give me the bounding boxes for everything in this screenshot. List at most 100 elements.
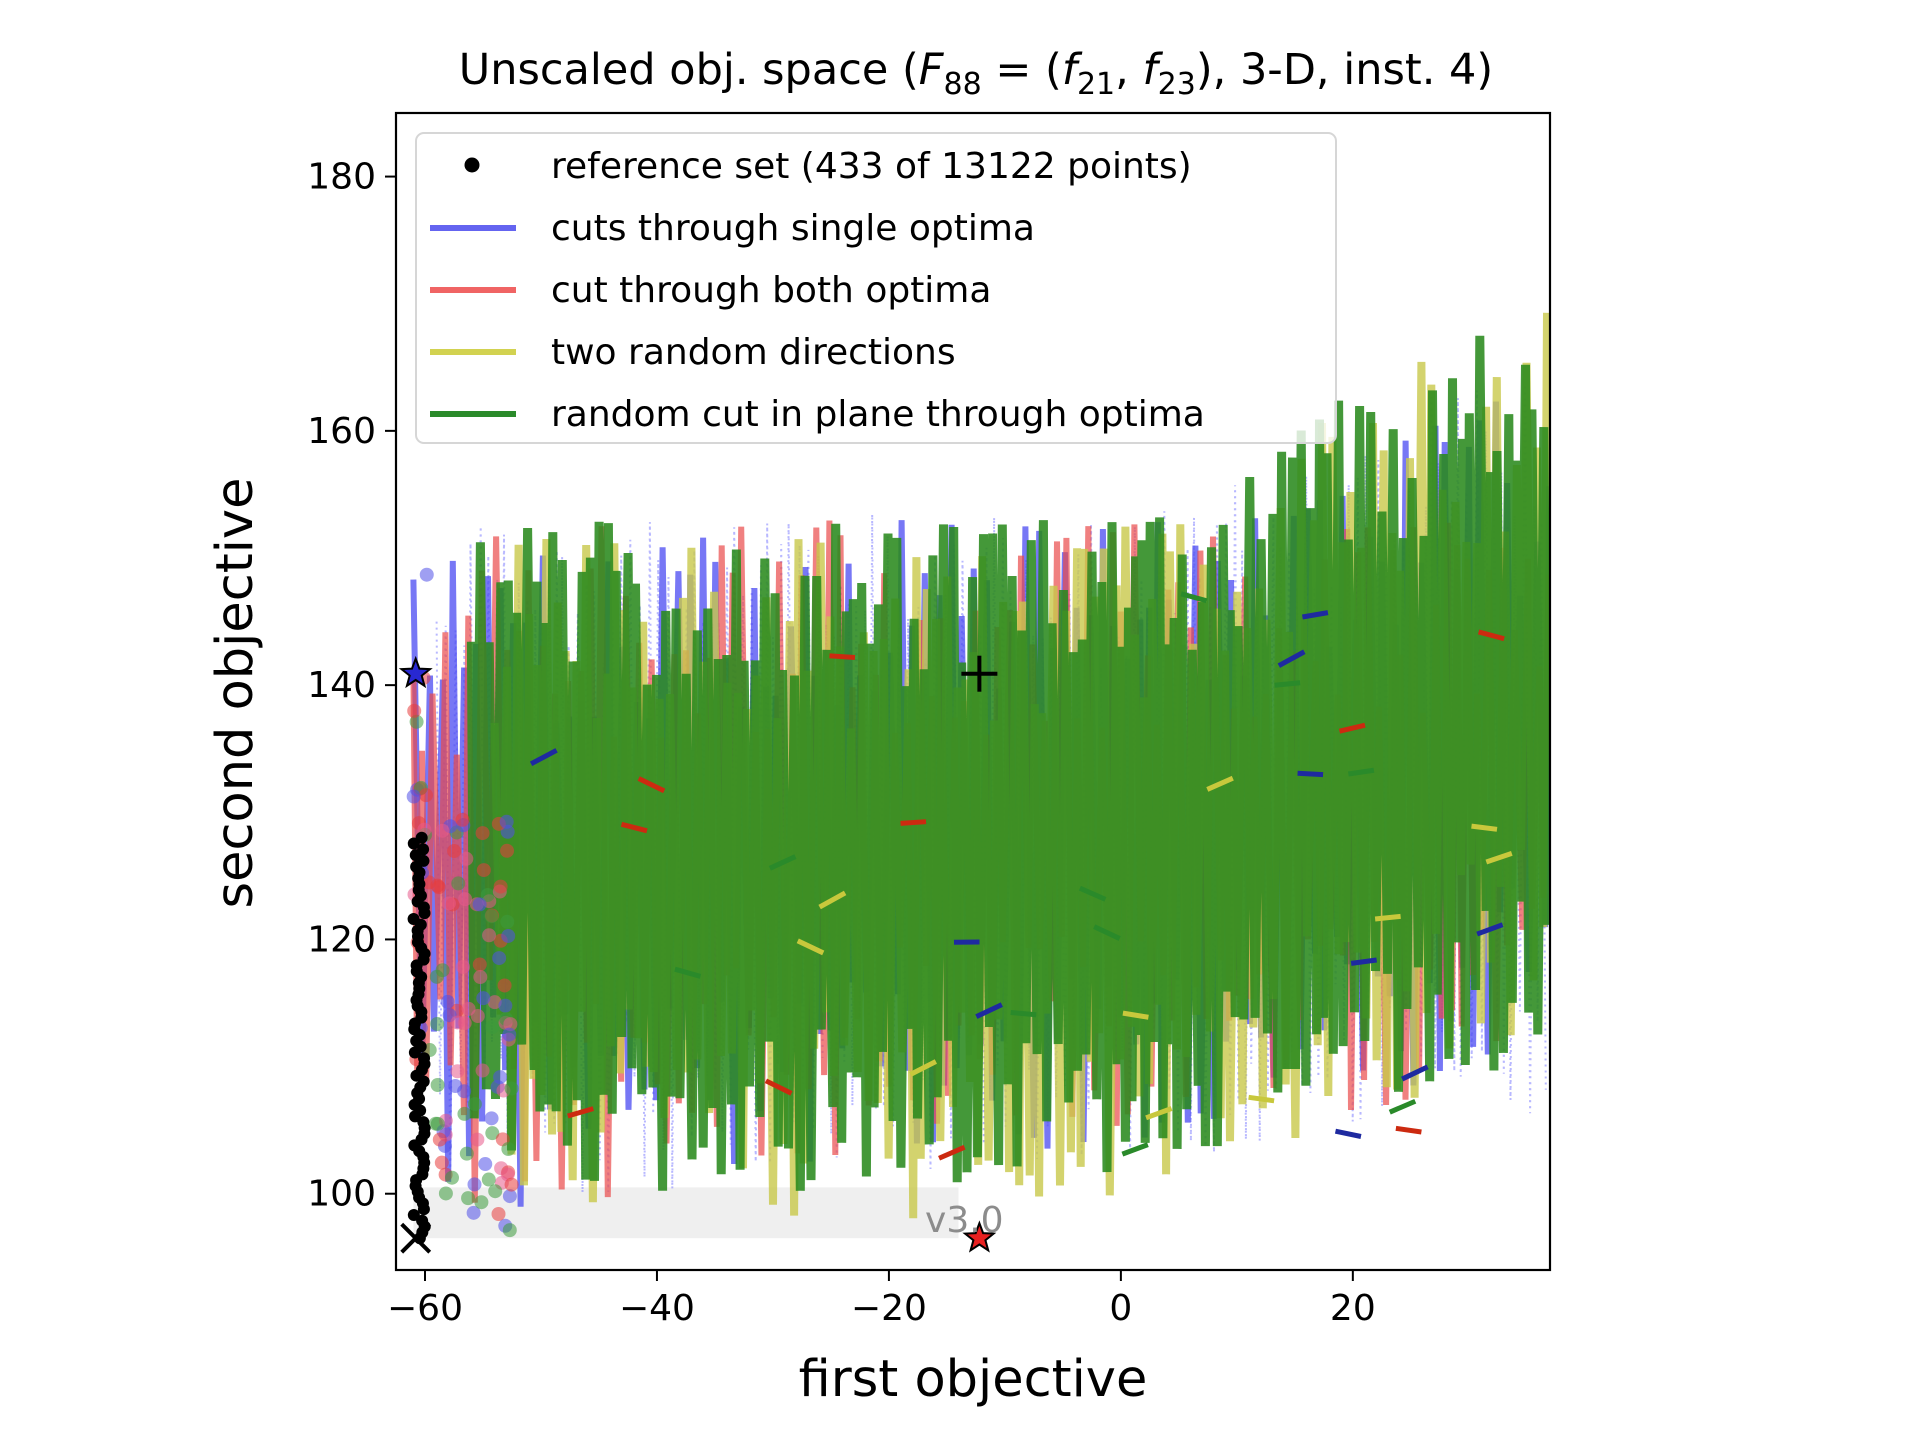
- series-random-cut: [466, 335, 1550, 1191]
- series-point: [450, 1015, 465, 1030]
- series-point: [407, 703, 422, 718]
- legend-label-reference: reference set (433 of 13122 points): [551, 146, 1192, 187]
- y-axis-label: second objective: [206, 478, 265, 909]
- series-point: [485, 1126, 500, 1141]
- direction-mark: [1388, 1098, 1417, 1115]
- series-point: [470, 1009, 485, 1024]
- direction-mark: [1010, 1009, 1037, 1018]
- reference-point: [415, 831, 428, 844]
- y-axis: 100 120 140 160 180: [307, 157, 396, 1215]
- series-point: [466, 1205, 481, 1220]
- series-point: [503, 1017, 518, 1032]
- direction-mark: [1374, 913, 1401, 922]
- direction-mark: [1145, 1106, 1173, 1121]
- series-point: [504, 1177, 519, 1192]
- legend-label-random-directions: two random directions: [551, 332, 956, 373]
- legend-box: [415, 132, 1337, 444]
- optimum-star-marker: [962, 1220, 997, 1253]
- direction-mark: [900, 819, 927, 826]
- direction-mark: [818, 890, 847, 910]
- series-point: [488, 1184, 503, 1199]
- series-point: [480, 887, 495, 902]
- series-point: [441, 896, 456, 911]
- series-point: [406, 789, 421, 804]
- legend-marker-reference: [464, 157, 480, 173]
- direction-mark: [1395, 1125, 1422, 1135]
- series-point: [467, 1177, 482, 1192]
- reference-point: [417, 1116, 430, 1129]
- direction-mark: [975, 1002, 1003, 1019]
- series-point: [502, 1027, 517, 1042]
- series-point: [455, 812, 470, 827]
- series-point: [491, 1206, 506, 1221]
- direction-mark: [1401, 1064, 1429, 1082]
- marker-layer: v3.0: [398, 655, 1004, 1254]
- series-point: [461, 1191, 476, 1206]
- direction-mark: [620, 821, 648, 834]
- x-axis: −60 −40 −20 0 20: [387, 1270, 1376, 1329]
- series-point: [484, 1111, 499, 1126]
- version-label: v3.0: [925, 1200, 1004, 1241]
- chart-title: Unscaled obj. space (F88 = (f21, f23), 3…: [459, 45, 1493, 102]
- direction-mark: [1350, 957, 1377, 966]
- series-point: [475, 1063, 490, 1078]
- reference-point: [407, 1208, 420, 1221]
- x-axis-label: first objective: [799, 1350, 1148, 1409]
- reference-point: [407, 912, 420, 925]
- series-point: [419, 567, 434, 582]
- series-point: [501, 928, 516, 943]
- series-point: [504, 1081, 519, 1096]
- series-point: [476, 991, 491, 1006]
- series-point: [456, 959, 471, 974]
- direction-mark: [1485, 851, 1513, 865]
- series-point: [492, 951, 507, 966]
- direction-mark: [768, 854, 797, 871]
- series-point: [438, 1186, 453, 1201]
- series-point: [487, 995, 502, 1010]
- direction-mark: [1078, 885, 1107, 902]
- series-point: [502, 1223, 517, 1238]
- series-point: [448, 1079, 463, 1094]
- series-point: [500, 914, 515, 929]
- series-point: [481, 1172, 496, 1187]
- series-point: [457, 1106, 472, 1121]
- series-point: [473, 970, 488, 985]
- y-tick-label: 100: [307, 1174, 376, 1215]
- direction-mark: [1274, 680, 1301, 688]
- direction-mark: [1476, 922, 1504, 937]
- direction-mark: [764, 1078, 793, 1096]
- series-point: [472, 957, 487, 972]
- direction-mark: [1206, 775, 1234, 792]
- series-point: [478, 1157, 493, 1172]
- direction-mark: [909, 1059, 938, 1077]
- x-tick-label: 0: [1109, 1288, 1132, 1329]
- series-point: [418, 788, 433, 803]
- series-point: [476, 863, 491, 878]
- legend-label-single-optima: cuts through single optima: [551, 208, 1035, 249]
- legend-label-random-cut: random cut in plane through optima: [551, 394, 1205, 435]
- series-point: [500, 843, 515, 858]
- direction-mark: [637, 776, 666, 794]
- legend: reference set (433 of 13122 points) cuts…: [415, 132, 1337, 444]
- direction-mark: [1477, 629, 1505, 642]
- series-point: [431, 880, 446, 895]
- direction-mark: [1301, 610, 1329, 620]
- x-tick-label: −40: [619, 1288, 695, 1329]
- series-point: [429, 969, 444, 984]
- series-point: [470, 1132, 485, 1147]
- series-point: [474, 1195, 489, 1210]
- series-point: [497, 978, 512, 993]
- series-point: [440, 994, 455, 1009]
- direction-mark: [1248, 1094, 1275, 1104]
- direction-mark: [1180, 591, 1208, 604]
- reference-point: [417, 843, 430, 856]
- series-point: [409, 714, 424, 729]
- series-point: [430, 1116, 445, 1131]
- series-point: [432, 1132, 447, 1147]
- direction-mark: [1122, 1010, 1149, 1020]
- direction-mark: [1297, 770, 1324, 778]
- series-point: [493, 879, 508, 894]
- series-point: [430, 1078, 445, 1093]
- series-point: [467, 1097, 482, 1112]
